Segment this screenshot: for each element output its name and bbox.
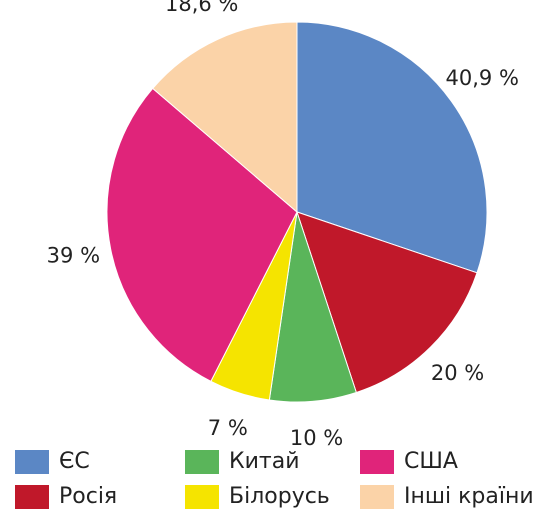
legend: ЄС Росія Китай Білорусь США Інші країни xyxy=(15,449,534,509)
data-label: 10 % xyxy=(290,426,343,450)
legend-swatch xyxy=(360,485,394,509)
legend-swatch xyxy=(185,450,219,474)
legend-label: Росія xyxy=(59,484,117,509)
legend-label: Білорусь xyxy=(229,484,330,509)
legend-swatch xyxy=(185,485,219,509)
legend-label: Інші країни xyxy=(404,484,534,509)
pie-slice xyxy=(151,21,298,214)
pie-slice xyxy=(106,87,298,383)
pie: 40,9 % 20 % 10 % 7 % 39 % 18,6 % xyxy=(47,0,519,450)
legend-swatch xyxy=(360,450,394,474)
data-label: 18,6 % xyxy=(165,0,238,16)
legend-label: Китай xyxy=(229,449,300,474)
legend-label: ЄС xyxy=(59,449,90,474)
data-label: 20 % xyxy=(431,361,484,385)
data-label: 40,9 % xyxy=(446,66,519,90)
data-label: 39 % xyxy=(47,243,100,267)
legend-swatch xyxy=(15,485,49,509)
pie-slice xyxy=(296,21,488,274)
legend-swatch xyxy=(15,450,49,474)
legend-label: США xyxy=(404,449,458,474)
data-label: 7 % xyxy=(208,416,248,440)
